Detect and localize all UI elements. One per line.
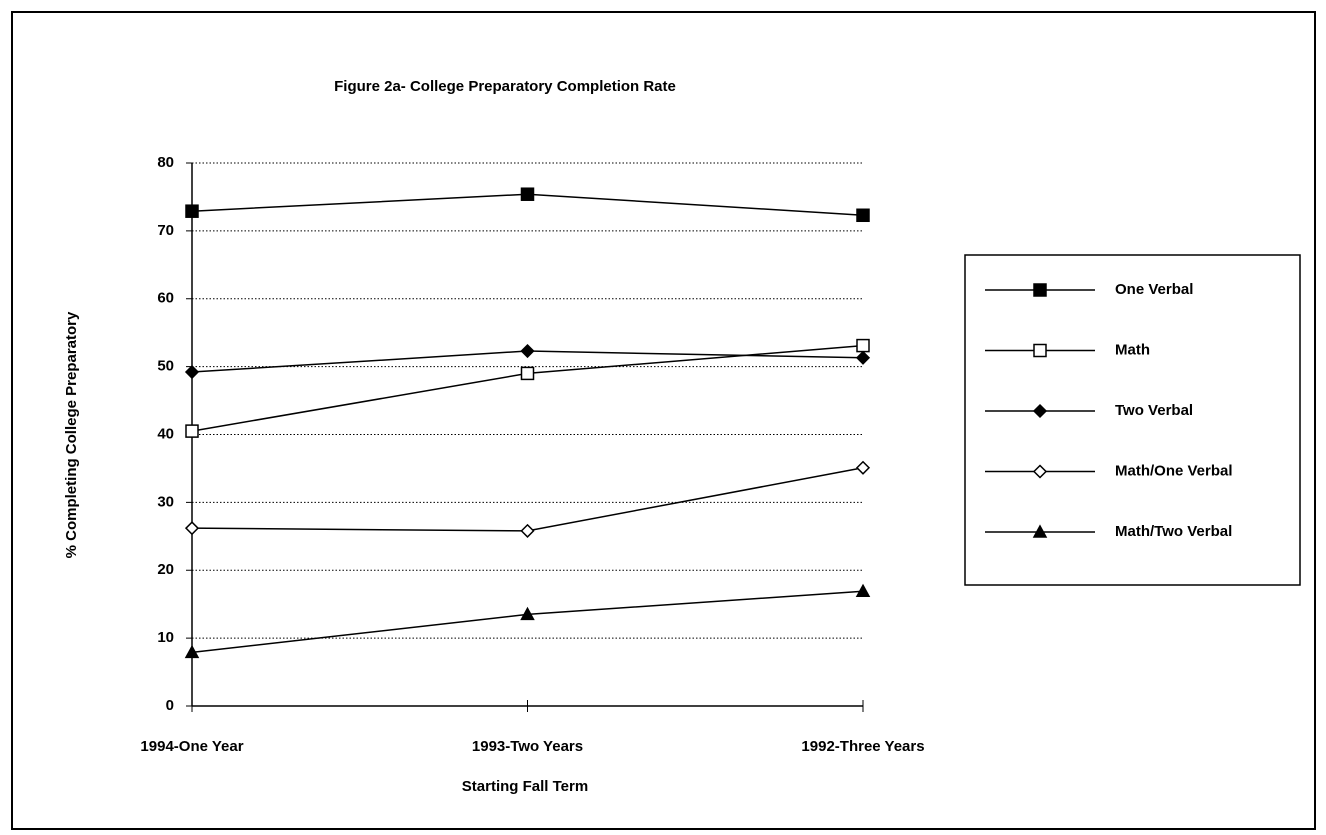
- data-point: [520, 366, 535, 381]
- chart-title: Figure 2a- College Preparatory Completio…: [334, 78, 676, 95]
- data-point: [855, 350, 871, 365]
- data-point: [184, 364, 200, 380]
- legend-box: [964, 254, 1301, 586]
- legend-marker: [1033, 283, 1047, 297]
- data-point: [520, 606, 535, 621]
- y-tick-label: 80: [157, 154, 174, 171]
- y-tick-label: 60: [157, 290, 174, 307]
- legend-marker: [1032, 403, 1048, 419]
- data-point: [520, 523, 535, 538]
- legend-label: One Verbal: [1115, 281, 1193, 298]
- legend-label: Math/One Verbal: [1115, 462, 1233, 479]
- x-tick-label: 1994-One Year: [140, 738, 243, 755]
- data-point: [520, 187, 535, 201]
- x-tick-label: 1993-Two Years: [472, 738, 583, 755]
- y-axis-label: % Completing College Preparatory: [63, 311, 80, 558]
- legend-marker: [1032, 464, 1048, 479]
- legend-marker: [1032, 524, 1048, 538]
- y-tick-label: 0: [166, 697, 174, 714]
- y-tick-label: 50: [157, 358, 174, 375]
- x-tick-label: 1992-Three Years: [801, 738, 924, 755]
- data-point: [855, 460, 871, 475]
- y-tick-label: 30: [157, 493, 174, 510]
- legend-label: Two Verbal: [1115, 402, 1193, 419]
- data-point: [520, 343, 535, 359]
- data-point: [856, 338, 870, 353]
- data-point: [185, 204, 199, 218]
- y-tick-label: 10: [157, 629, 174, 646]
- y-tick-label: 40: [157, 425, 174, 442]
- legend-label: Math/Two Verbal: [1115, 523, 1232, 540]
- data-point: [855, 583, 871, 598]
- data-point: [184, 644, 200, 659]
- data-point: [184, 521, 200, 536]
- x-axis-label: Starting Fall Term: [462, 778, 588, 795]
- data-point: [185, 424, 199, 438]
- y-tick-label: 70: [157, 222, 174, 239]
- data-point: [856, 208, 870, 223]
- legend-label: Math: [1115, 341, 1150, 358]
- y-tick-label: 20: [157, 561, 174, 578]
- legend-marker: [1033, 343, 1047, 358]
